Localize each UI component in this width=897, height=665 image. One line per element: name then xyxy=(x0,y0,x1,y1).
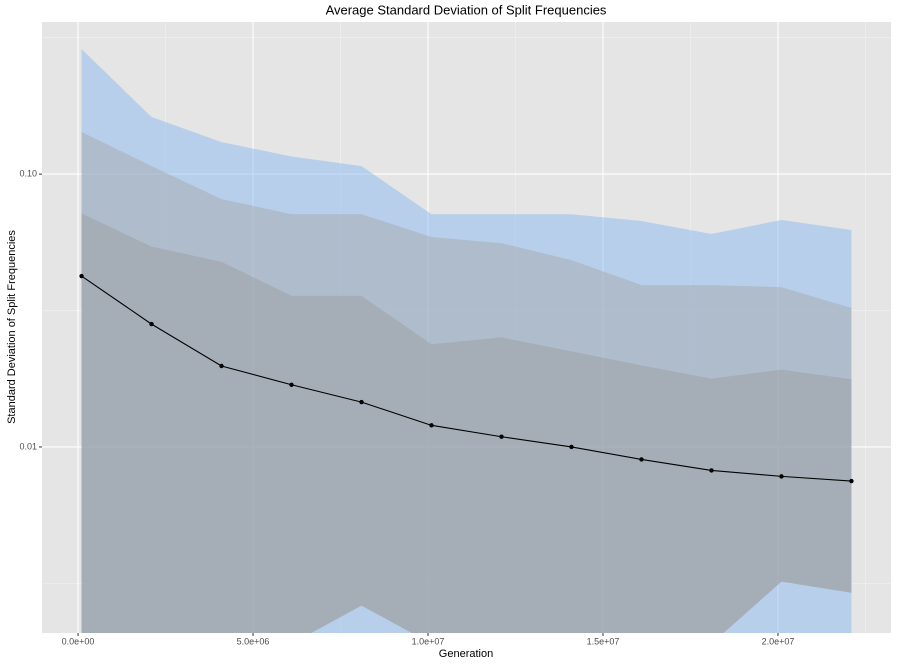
x-tick-label: 0.0e+00 xyxy=(62,636,95,646)
point xyxy=(849,478,854,484)
x-tick-label: 1.0e+07 xyxy=(412,636,445,646)
y-tick-label: 0.01 xyxy=(19,441,37,451)
x-axis-label: Generation xyxy=(439,648,493,660)
ribbon xyxy=(81,132,852,633)
x-tick-label: 5.0e+06 xyxy=(237,636,270,646)
point xyxy=(569,444,574,450)
line xyxy=(81,275,852,482)
point xyxy=(499,434,504,439)
ribbon xyxy=(81,213,852,633)
y-tick-label: 0.10 xyxy=(19,168,37,178)
ribbon xyxy=(81,49,852,633)
x-tick-label: 1.5e+07 xyxy=(587,636,620,646)
point xyxy=(149,321,154,327)
chart-title: Average Standard Deviation of Split Freq… xyxy=(326,2,607,17)
point xyxy=(779,474,784,479)
point xyxy=(79,273,84,279)
point xyxy=(429,423,434,428)
plot-area xyxy=(79,49,854,633)
y-axis-label: Standard Deviation of Split Frequencies xyxy=(6,230,18,424)
axes: 0.10 0.01 0.0e+00 5.0e+06 1.0e+07 1.5e+07 2.0e… xyxy=(19,168,794,646)
point xyxy=(289,382,294,387)
point xyxy=(219,363,224,369)
x-tick-label: 2.0e+07 xyxy=(762,636,795,646)
point xyxy=(359,399,364,405)
point xyxy=(709,468,714,473)
point xyxy=(639,457,644,462)
